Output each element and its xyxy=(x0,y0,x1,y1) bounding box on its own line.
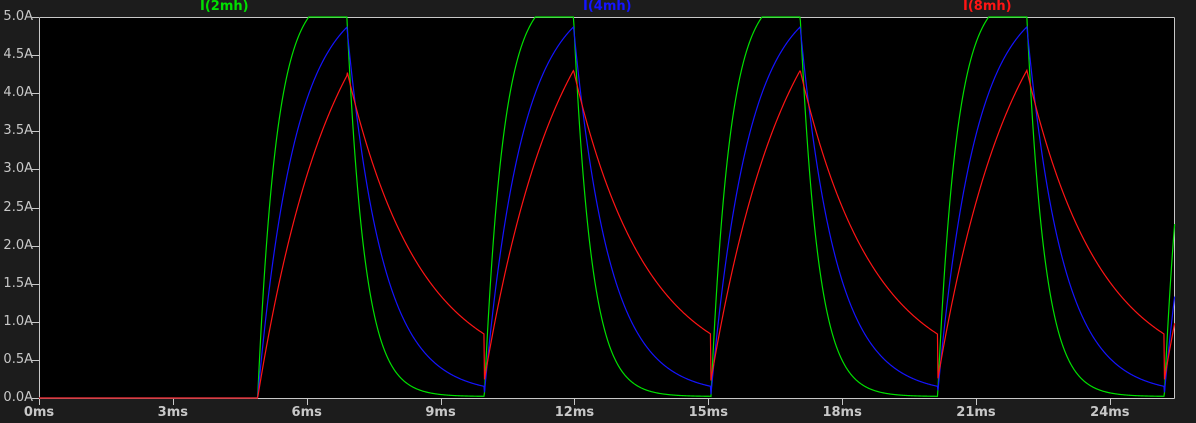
x-tick-label: 3ms xyxy=(157,405,189,420)
y-tick-label: 1.5A xyxy=(3,275,33,291)
legend-label-0: I(2mh) xyxy=(200,0,249,14)
y-tick-label: 3.5A xyxy=(3,123,33,139)
x-tick-label: 18ms xyxy=(822,405,862,420)
legend-item-0[interactable]: I(2mh) xyxy=(200,0,249,14)
legend-item-2[interactable]: I(8mh) xyxy=(963,0,1012,14)
y-tick-label: 0.5A xyxy=(3,351,33,367)
x-tick-label: 24ms xyxy=(1090,405,1130,420)
y-tick-label: 5.0A xyxy=(3,9,33,24)
y-tick-label: 4.0A xyxy=(3,85,33,101)
x-tick-label: 6ms xyxy=(291,405,322,420)
legend-label-1: I(4mh) xyxy=(583,0,632,14)
trace-i8mh[interactable] xyxy=(39,68,1176,399)
legend-item-1[interactable]: I(4mh) xyxy=(583,0,632,14)
x-tick-label: 15ms xyxy=(688,405,728,420)
y-tick-label: 2.0A xyxy=(3,237,33,253)
y-tick-label: 4.5A xyxy=(3,47,33,63)
tick-marks xyxy=(32,17,1111,405)
trace-group[interactable] xyxy=(39,16,1176,399)
x-tick-label: 12ms xyxy=(554,405,595,420)
legend-label-2: I(8mh) xyxy=(963,0,1012,14)
y-tick-label: 2.5A xyxy=(3,199,33,215)
y-tick-label: 1.0A xyxy=(3,313,33,329)
plot-background xyxy=(39,17,1175,398)
y-tick-label: 0.0A xyxy=(3,390,33,405)
x-tick-label: 9ms xyxy=(425,405,456,420)
x-tick-label: 0ms xyxy=(23,405,55,420)
x-tick-label: 21ms xyxy=(956,405,996,420)
y-tick-label: 3.0A xyxy=(3,161,33,177)
